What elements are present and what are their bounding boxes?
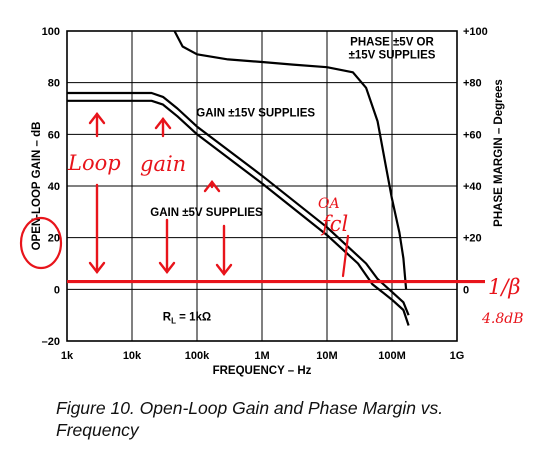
annotation-load: RL = 1kΩ — [163, 311, 211, 325]
plot-border — [66, 30, 458, 342]
x-tick-label: 100k — [185, 350, 210, 362]
x-tick-label: 1G — [450, 350, 465, 362]
y-right-tick-label: +40 — [463, 181, 482, 193]
series-line-phase — [173, 30, 408, 290]
x-axis-label: FREQUENCY – Hz — [213, 365, 312, 377]
arrow-up-gain-head — [154, 117, 172, 130]
hand-loop: Loop — [67, 151, 121, 175]
hand-oa: OA — [318, 196, 340, 212]
arrow-down-2-head — [215, 263, 233, 276]
x-tick-label: 10k — [123, 350, 142, 362]
y-left-tick-label: 80 — [48, 78, 60, 90]
annotation-phase-line2: ±15V SUPPLIES — [349, 49, 436, 61]
hand-beta-value: 4.8dB — [481, 311, 524, 327]
arrow-up-loop-head — [88, 112, 106, 125]
annotations: PHASE ±5V OR±15V SUPPLIES GAIN ±15V SUPPL… — [150, 36, 435, 325]
y-right-tick-label: 0 — [463, 284, 469, 296]
y-left-tick-label: 0 — [54, 284, 60, 296]
y-axis-left-label: OPEN-LOOP GAIN – dB — [31, 122, 43, 251]
arrow-down-loop-head — [88, 261, 106, 274]
y-left-tick-label: 100 — [42, 26, 60, 38]
annotation-gain-5v: GAIN ±5V SUPPLIES — [150, 207, 263, 219]
y-right-tick-label: +20 — [463, 233, 482, 245]
y-axis-right-label: PHASE MARGIN – Degrees — [493, 79, 505, 227]
hand-beta: 1/β — [488, 275, 521, 299]
x-tick-label: 10M — [316, 350, 337, 362]
hand-gain: gain — [140, 152, 186, 176]
x-tick-label: 1k — [61, 350, 74, 362]
y-left-tick-label: 20 — [48, 233, 60, 245]
y-right-tick-label: +60 — [463, 129, 482, 141]
plot-frame — [66, 30, 458, 342]
series-layer — [67, 30, 410, 326]
arrow-down-1-head — [158, 261, 176, 274]
hand-fcl: fcl — [320, 212, 348, 236]
open-loop-gain-chart: 1k 10k 100k 1M 10M 100M 1G 100 80 60 40 20 0 –20 +100 +… — [19, 26, 524, 377]
y-left-tick-label: –20 — [42, 336, 60, 348]
x-tick-label: 1M — [254, 350, 269, 362]
fcl-pointer — [341, 234, 350, 278]
tick-labels: 1k 10k 100k 1M 10M 100M 1G 100 80 60 40 20 0 –20 +100 +… — [42, 26, 488, 362]
grid-lines — [67, 31, 457, 341]
y-right-tick-label: +80 — [463, 78, 482, 90]
series-line-gain_15v — [67, 91, 410, 316]
figure-caption: Figure 10. Open-Loop Gain and Phase Marg… — [56, 398, 444, 440]
arrow-up-small-head — [203, 180, 221, 193]
annotation-gain-15v: GAIN ±15V SUPPLIES — [196, 107, 315, 119]
series-line-gain_5v — [67, 99, 410, 326]
x-tick-label: 100M — [378, 350, 406, 362]
circled-axis-mark — [19, 216, 63, 270]
y-left-tick-label: 40 — [48, 181, 60, 193]
annotation-phase-line1: PHASE ±5V OR — [350, 36, 434, 48]
y-right-tick-label: +100 — [463, 26, 488, 38]
y-left-tick-label: 60 — [48, 129, 60, 141]
